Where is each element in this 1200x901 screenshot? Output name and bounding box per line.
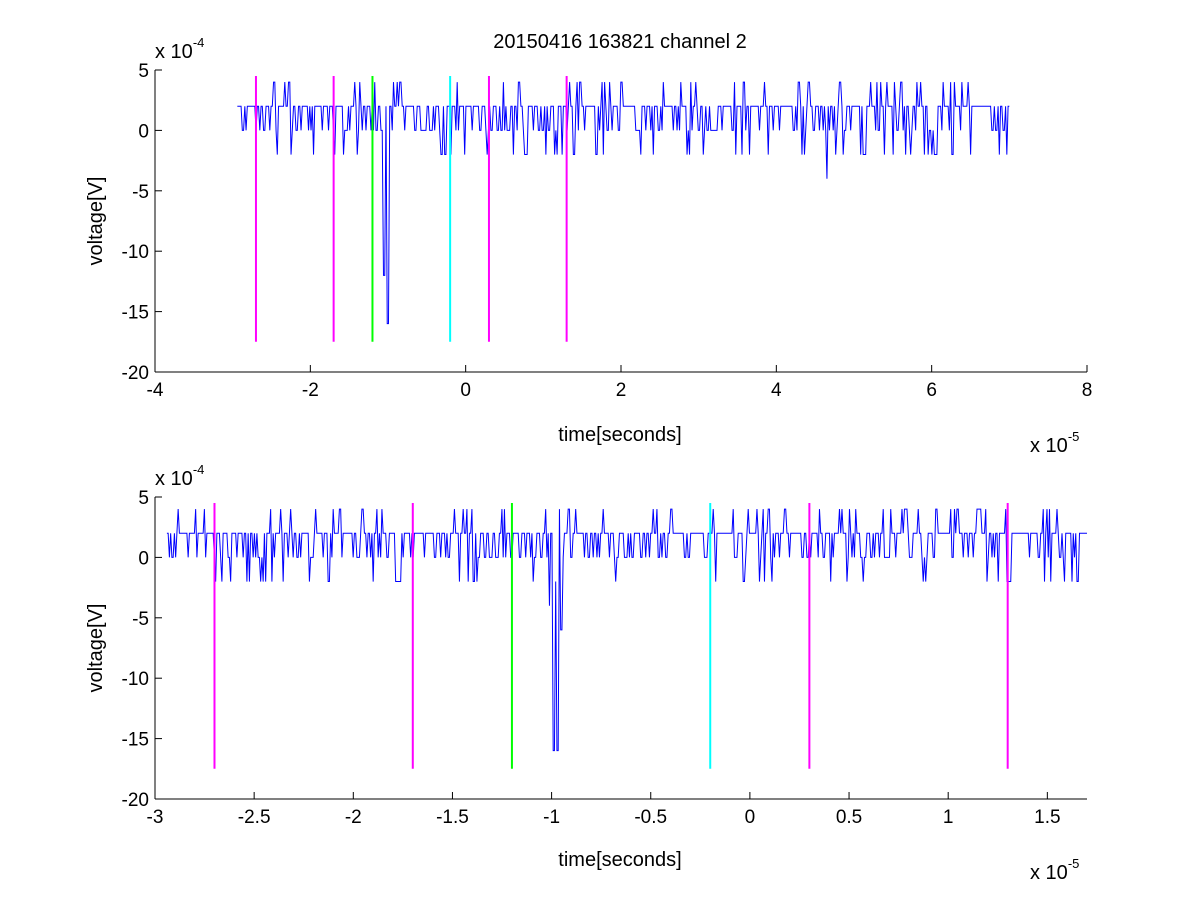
- y-multiplier-top: x 10-4: [155, 35, 204, 63]
- signal-trace: [237, 81, 1010, 325]
- y-tick-label: -10: [122, 669, 149, 690]
- x-tick-label: 0.5: [836, 807, 862, 828]
- x-tick-label: 0: [460, 380, 471, 401]
- y-axis-label-bottom: voltage[V]: [85, 604, 107, 693]
- y-tick-label: -10: [122, 242, 149, 263]
- x-tick-label: 0: [745, 807, 756, 828]
- x-tick-label: 4: [771, 380, 782, 401]
- x-tick-label: -3: [147, 807, 164, 828]
- panel-top: -4 -2 0 2 4 6 850-5-10-15-20 x 10-4 x 10-5 tim…: [85, 35, 1092, 457]
- x-tick-label: -0.5: [634, 807, 667, 828]
- x-axis-label-top: time[seconds]: [558, 424, 681, 446]
- y-tick-label: 5: [138, 61, 149, 82]
- x-tick-label: -2.5: [238, 807, 271, 828]
- tick-group-bottom: -3 -2.5 -2 -1.5 -1 -0.5 0 0.5 1 1.5 5 0 -5 -10 -15 -20: [122, 488, 1061, 828]
- y-tick-label: -5: [132, 182, 149, 203]
- y-tick-label: 0: [138, 548, 149, 569]
- x-tick-label: -2: [345, 807, 362, 828]
- y-tick-label: 0: [138, 121, 149, 142]
- x-tick-label: 6: [926, 380, 937, 401]
- chart-title: 20150416 163821 channel 2: [493, 31, 747, 53]
- y-axis-label-top: voltage[V]: [85, 177, 107, 266]
- signal-layer-top: [237, 81, 1010, 325]
- y-tick-label: -15: [122, 730, 149, 751]
- y-tick-label: -15: [122, 303, 149, 324]
- y-tick-label: 5: [138, 488, 149, 509]
- tick-group-top: -4 -2 0 2 4 6 850-5-10-15-20: [122, 61, 1093, 401]
- y-tick-label: -20: [122, 363, 149, 384]
- x-tick-label: 1.5: [1034, 807, 1060, 828]
- x-multiplier-top: x 10-5: [1030, 429, 1079, 457]
- panel-bottom: -3 -2.5 -2 -1.5 -1 -0.5 0 0.5 1 1.550-5-10-15-20 …: [85, 462, 1087, 884]
- signal-layer-bottom: [166, 508, 1087, 752]
- x-tick-label: -2: [302, 380, 319, 401]
- x-tick-label: -4: [147, 380, 164, 401]
- x-axis-label-bottom: time[seconds]: [558, 849, 681, 871]
- marker-layer-bottom: [213, 503, 1009, 769]
- plot-area-bottom: [155, 497, 1087, 799]
- y-tick-label: -5: [132, 609, 149, 630]
- x-multiplier-bottom: x 10-5: [1030, 856, 1079, 884]
- x-tick-label: 2: [616, 380, 627, 401]
- x-tick-label: 8: [1082, 380, 1093, 401]
- y-tick-label: -20: [122, 790, 149, 811]
- x-tick-label: -1: [543, 807, 560, 828]
- x-tick-label: 1: [943, 807, 954, 828]
- marker-layer-top: [254, 76, 568, 342]
- x-tick-label: -1.5: [436, 807, 469, 828]
- signal-trace: [166, 508, 1087, 752]
- y-multiplier-bottom: x 10-4: [155, 462, 204, 490]
